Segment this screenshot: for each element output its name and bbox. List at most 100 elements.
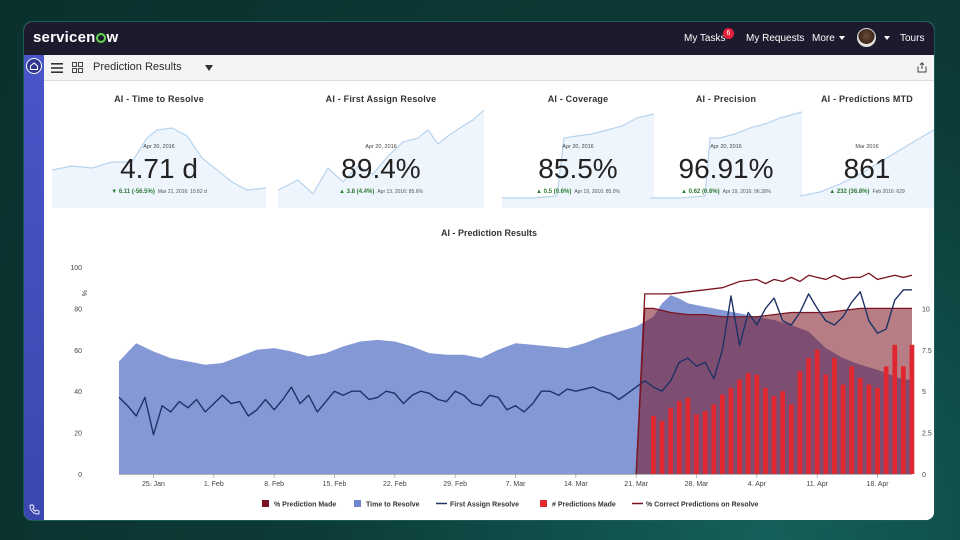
kpi-trend-up-icon: ▲ — [339, 189, 347, 195]
kpi-sparkline — [650, 111, 802, 208]
kpi-value: 861 — [843, 153, 891, 184]
bar-predictions-made[interactable] — [857, 378, 863, 474]
grid-view-icon[interactable] — [72, 62, 83, 73]
phone-icon[interactable] — [29, 504, 40, 515]
bar-predictions-made[interactable] — [840, 384, 846, 474]
kpi-title: AI - Precision — [695, 94, 757, 104]
more-label: More — [812, 33, 835, 44]
bar-predictions-made[interactable] — [823, 374, 829, 474]
bar-predictions-made[interactable] — [789, 404, 794, 474]
bar-predictions-made[interactable] — [832, 358, 837, 474]
series-line-correct-predictions — [635, 272, 913, 475]
top-navigation-bar: servicen w My Tasks 6 My Requests More To… — [24, 22, 934, 55]
kpi-value: 4.71 d — [120, 153, 198, 184]
bar-predictions-made[interactable] — [797, 371, 803, 474]
dashboard-toolbar: Prediction Results — [44, 55, 934, 81]
kpi-previous: Feb 2016: 629 — [872, 189, 905, 195]
hamburger-menu-icon[interactable] — [51, 63, 63, 73]
bar-predictions-made[interactable] — [771, 396, 777, 474]
kpi-delta: ▼ 6.11 (-56.5%) Mar 21, 2016: 10.82 d — [52, 189, 266, 195]
dashboard-title[interactable]: Prediction Results — [93, 61, 182, 73]
kpi-card-coverage[interactable]: AI - Coverage Apr 20, 2016 85.5% ▲ 0.5 (… — [502, 90, 654, 210]
kpi-sparkline — [52, 127, 266, 208]
tours-link[interactable]: Tours — [900, 33, 925, 44]
kpi-trend-up-icon: ▲ — [680, 189, 689, 195]
sparkline-line — [278, 109, 484, 195]
bar-predictions-made[interactable] — [849, 366, 854, 474]
y-axis-label: % — [80, 290, 87, 296]
my-requests-link[interactable]: My Requests — [746, 33, 805, 44]
bar-predictions-made[interactable] — [737, 379, 742, 474]
kpi-card-time-to-resolve[interactable]: AI - Time to Resolve Apr 20, 2016 4.71 d… — [52, 90, 266, 210]
bar-predictions-made[interactable] — [659, 421, 665, 474]
kpi-sparkline — [502, 113, 654, 208]
bar-predictions-made[interactable] — [806, 358, 811, 474]
bar-predictions-made[interactable] — [728, 387, 734, 474]
bar-predictions-made[interactable] — [754, 374, 760, 474]
bar-predictions-made[interactable] — [814, 349, 820, 474]
bar-predictions-made[interactable] — [685, 397, 691, 474]
kpi-title: AI - Coverage — [547, 94, 609, 104]
bar-predictions-made[interactable] — [668, 407, 673, 474]
kpi-card-predictions-mtd[interactable]: AI - Predictions MTD Mar 2016 861 ▲ 232 … — [800, 90, 934, 210]
legend-label: # Predictions Made — [552, 502, 616, 509]
kpi-date: Apr 20, 2016 — [710, 144, 742, 150]
bar-predictions-made[interactable] — [875, 387, 880, 474]
series-line-prediction-made — [635, 307, 912, 475]
legend-item[interactable]: # Predictions Made — [540, 500, 616, 509]
kpi-card-precision[interactable]: AI - Precision Apr 20, 2016 96.91% ▲ 0.6… — [650, 90, 802, 210]
avatar-menu-caret[interactable] — [880, 33, 890, 44]
kpi-value: 85.5% — [538, 153, 618, 184]
bar-predictions-made[interactable] — [883, 366, 889, 474]
servicenow-logo[interactable]: servicen w — [33, 29, 119, 46]
sparkline-line — [650, 111, 802, 199]
y2-tick-label: 10 — [922, 306, 930, 313]
bar-predictions-made[interactable] — [702, 411, 708, 474]
bar-predictions-made[interactable] — [909, 344, 915, 474]
logo-o-mark — [95, 33, 106, 43]
x-tick-label: 25. Jan — [142, 481, 165, 488]
bar-predictions-made[interactable] — [763, 387, 768, 474]
kpi-card-first-assign-resolve[interactable]: AI - First Assign Resolve Apr 20, 2016 8… — [278, 90, 484, 210]
bar-predictions-made[interactable] — [711, 404, 717, 474]
bar-predictions-made[interactable] — [745, 373, 751, 474]
sparkline-fill — [800, 130, 934, 208]
share-icon[interactable] — [917, 62, 927, 73]
kpi-delta-value: 0.62 (0.6%) — [688, 189, 720, 195]
bar-predictions-made[interactable] — [651, 416, 656, 474]
bar-predictions-made[interactable] — [892, 344, 898, 474]
y-tick-label: 80 — [74, 306, 82, 313]
bar-predictions-made[interactable] — [676, 401, 682, 474]
y-tick-label: 40 — [74, 389, 82, 396]
bar-predictions-made[interactable] — [780, 391, 785, 474]
legend-item[interactable]: Time to Resolve — [354, 500, 420, 509]
bar-predictions-made[interactable] — [720, 394, 725, 475]
chevron-down-icon — [884, 36, 890, 40]
legend-item[interactable]: % Correct Predictions on Resolve — [632, 502, 759, 509]
legend-swatch — [262, 500, 269, 507]
dashboard-dropdown-icon[interactable] — [205, 65, 213, 71]
bar-predictions-made[interactable] — [901, 366, 906, 474]
bar-predictions-made[interactable] — [866, 384, 872, 474]
app-window: servicen w My Tasks 6 My Requests More To… — [24, 22, 934, 520]
home-button[interactable] — [26, 58, 42, 74]
kpi-delta: ▲ 0.5 (0.6%) Apr 19, 2016: 85.0% — [502, 189, 654, 195]
kpi-delta-value: 0.5 (0.6%) — [543, 189, 572, 195]
kpi-value: 96.91% — [678, 153, 774, 184]
series-line-first-assign-resolve — [118, 289, 912, 436]
y2-tick-label: 5 — [922, 389, 926, 396]
user-avatar[interactable] — [857, 28, 876, 47]
legend-item[interactable]: First Assign Resolve — [436, 502, 519, 509]
legend-swatch — [354, 500, 361, 507]
more-menu[interactable]: More — [812, 33, 845, 44]
legend-item[interactable]: % Prediction Made — [262, 500, 336, 509]
my-tasks-link[interactable]: My Tasks — [684, 33, 726, 44]
kpi-previous: Apr 19, 2016: 85.0% — [574, 189, 620, 195]
x-tick-label: 4. Apr — [748, 481, 767, 488]
kpi-delta-value: 3.8 (4.4%) — [346, 189, 375, 195]
y-tick-label: 20 — [74, 431, 82, 438]
kpi-previous: Apr 19, 2016: 96.30% — [722, 189, 771, 195]
kpi-previous: Mar 21, 2016: 10.82 d — [157, 189, 207, 195]
bar-predictions-made[interactable] — [694, 414, 699, 474]
